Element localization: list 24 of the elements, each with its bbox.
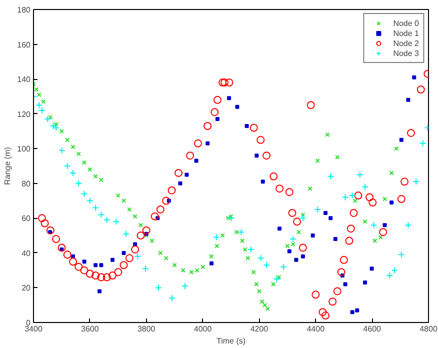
- x-tick-label: 4800: [420, 324, 438, 334]
- x-tick-label: 3600: [81, 324, 100, 334]
- legend-label: Node 2: [393, 38, 419, 48]
- y-tick-label: 100: [17, 144, 32, 154]
- y-tick-label: 60: [22, 214, 32, 224]
- legend-label: Node 3: [393, 48, 419, 58]
- y-tick-label: 40: [22, 248, 32, 258]
- y-tick-label: 180: [17, 6, 32, 14]
- y-axis-title: Range (m): [3, 146, 12, 185]
- x-tick-label: 4200: [250, 324, 269, 334]
- legend-label: Node 1: [393, 28, 419, 38]
- y-tick-label: 140: [17, 75, 32, 84]
- legend-label: Node 0: [393, 18, 419, 28]
- x-tick-label: 3800: [137, 324, 156, 334]
- x-axis-title: Time (s): [216, 336, 246, 346]
- x-tick-label: 3400: [24, 324, 43, 334]
- x-tick-label: 4600: [363, 324, 382, 334]
- y-tick-label: 0: [26, 318, 32, 328]
- x-tick-label: 4400: [306, 324, 326, 334]
- x-tick-label: 4000: [194, 324, 212, 334]
- y-tick-label: 160: [17, 40, 32, 50]
- y-tick-label: 80: [22, 179, 32, 188]
- y-tick-label: 120: [17, 110, 32, 119]
- y-tick-label: 20: [22, 284, 32, 293]
